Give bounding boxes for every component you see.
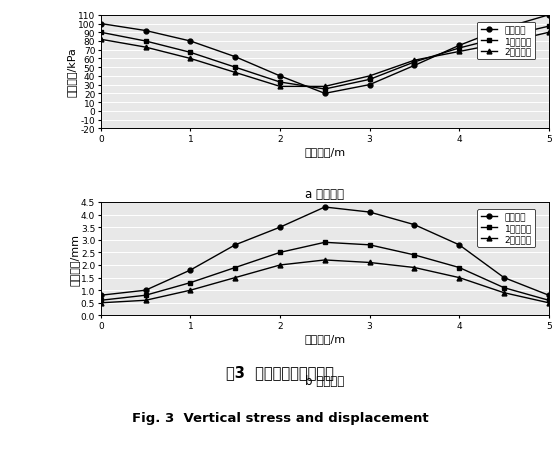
2层加筋带 xyxy=(97,37,104,43)
2层加筋带 xyxy=(97,300,104,306)
2层加筋带 xyxy=(277,84,283,90)
无加筋带 xyxy=(411,64,418,69)
1层加筋带 xyxy=(187,281,194,286)
1层加筋带 xyxy=(187,51,194,56)
2层加筋带 xyxy=(277,262,283,268)
2层加筋带 xyxy=(501,290,507,296)
2层加筋带 xyxy=(321,258,328,263)
1层加筋带 xyxy=(97,31,104,36)
无加筋带 xyxy=(142,29,149,34)
Y-axis label: 糭向应力/kPa: 糭向应力/kPa xyxy=(67,47,77,97)
无加筋带 xyxy=(187,39,194,45)
2层加筋带 xyxy=(501,41,507,46)
Y-axis label: 糭向位移/mm: 糭向位移/mm xyxy=(69,233,80,285)
Line: 无加筋带: 无加筋带 xyxy=(99,14,551,97)
2层加筋带 xyxy=(232,275,239,281)
2层加筋带 xyxy=(456,275,463,281)
2层加筋带 xyxy=(366,260,373,266)
1层加筋带 xyxy=(366,78,373,83)
无加筋带 xyxy=(187,268,194,273)
2层加筋带 xyxy=(366,74,373,79)
2层加筋带 xyxy=(142,298,149,304)
Legend: 无加筋带, 1层加筋带, 2层加筋带: 无加筋带, 1层加筋带, 2层加筋带 xyxy=(477,23,535,60)
1层加筋带 xyxy=(456,265,463,271)
1层加筋带 xyxy=(277,250,283,256)
无加筋带 xyxy=(321,205,328,210)
无加筋带 xyxy=(366,83,373,88)
2层加筋带 xyxy=(187,57,194,62)
无加筋带 xyxy=(456,44,463,49)
X-axis label: 水平位置/m: 水平位置/m xyxy=(304,333,346,343)
2层加筋带 xyxy=(411,265,418,271)
1层加筋带 xyxy=(501,285,507,291)
Line: 1层加筋带: 1层加筋带 xyxy=(99,240,551,303)
Line: 2层加筋带: 2层加筋带 xyxy=(99,258,551,305)
Line: 1层加筋带: 1层加筋带 xyxy=(99,25,551,92)
2层加筋带 xyxy=(321,84,328,90)
Text: b 糭向位移: b 糭向位移 xyxy=(305,374,344,387)
2层加筋带 xyxy=(545,300,552,306)
无加筋带 xyxy=(97,293,104,298)
1层加筋带 xyxy=(142,39,149,45)
1层加筋带 xyxy=(411,60,418,65)
1层加筋带 xyxy=(545,24,552,30)
1层加筋带 xyxy=(501,35,507,40)
Text: 图3  糭向应力与糭向位移: 图3 糭向应力与糭向位移 xyxy=(226,364,334,380)
1层加筋带 xyxy=(277,80,283,86)
2层加筋带 xyxy=(142,45,149,51)
Text: a 糭向应力: a 糭向应力 xyxy=(305,188,344,201)
无加筋带 xyxy=(232,243,239,248)
无加筋带 xyxy=(277,74,283,79)
Legend: 无加筋带, 1层加筋带, 2层加筋带: 无加筋带, 1层加筋带, 2层加筋带 xyxy=(477,209,535,247)
无加筋带 xyxy=(545,293,552,298)
1层加筋带 xyxy=(97,298,104,304)
2层加筋带 xyxy=(232,70,239,76)
1层加筋带 xyxy=(366,243,373,248)
无加筋带 xyxy=(456,243,463,248)
无加筋带 xyxy=(277,225,283,230)
1层加筋带 xyxy=(321,87,328,92)
无加筋带 xyxy=(142,288,149,293)
无加筋带 xyxy=(366,210,373,215)
1层加筋带 xyxy=(456,46,463,51)
Line: 无加筋带: 无加筋带 xyxy=(99,205,551,298)
1层加筋带 xyxy=(232,265,239,271)
Text: Fig. 3  Vertical stress and displacement: Fig. 3 Vertical stress and displacement xyxy=(132,411,428,423)
无加筋带 xyxy=(411,222,418,228)
无加筋带 xyxy=(501,26,507,32)
X-axis label: 水平位置/m: 水平位置/m xyxy=(304,146,346,156)
Line: 2层加筋带: 2层加筋带 xyxy=(99,31,551,90)
2层加筋带 xyxy=(545,31,552,36)
1层加筋带 xyxy=(142,293,149,298)
无加筋带 xyxy=(321,92,328,97)
2层加筋带 xyxy=(187,288,194,293)
1层加筋带 xyxy=(321,240,328,245)
1层加筋带 xyxy=(232,65,239,71)
无加筋带 xyxy=(232,55,239,60)
2层加筋带 xyxy=(411,58,418,64)
无加筋带 xyxy=(501,275,507,281)
2层加筋带 xyxy=(456,50,463,55)
1层加筋带 xyxy=(545,298,552,304)
1层加筋带 xyxy=(411,253,418,258)
无加筋带 xyxy=(97,22,104,27)
无加筋带 xyxy=(545,13,552,18)
